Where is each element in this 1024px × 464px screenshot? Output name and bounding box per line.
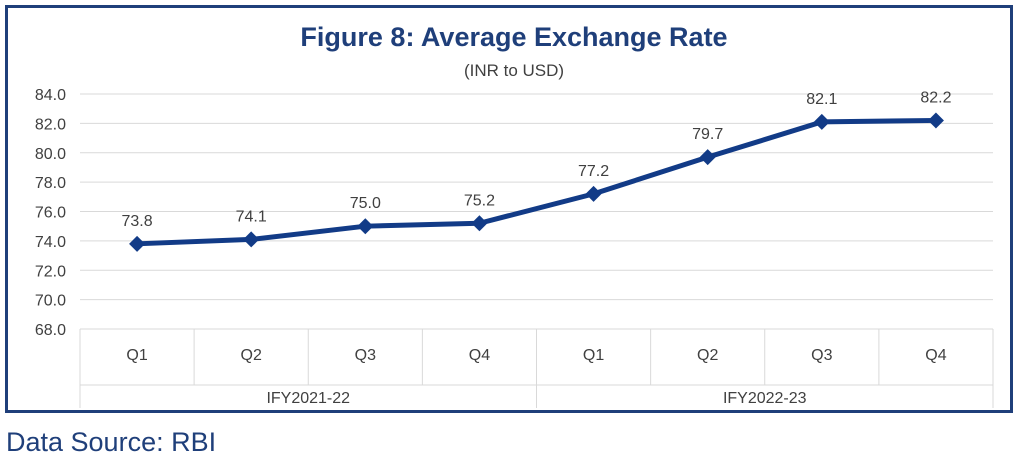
data-point-marker — [243, 231, 260, 248]
x-category-label: Q1 — [583, 347, 604, 364]
data-source-note: Data Source: RBI — [6, 427, 217, 457]
x-group-label: IFY2022-23 — [723, 390, 807, 407]
data-value-label: 82.1 — [806, 91, 837, 108]
x-category-label: Q3 — [355, 347, 376, 364]
x-category-label: Q2 — [697, 347, 718, 364]
y-tick-label: 80.0 — [35, 146, 66, 163]
y-tick-label: 84.0 — [35, 87, 66, 104]
y-tick-label: 82.0 — [35, 116, 66, 133]
data-value-label: 82.2 — [920, 89, 951, 106]
chart-frame: Figure 8: Average Exchange Rate (INR to … — [5, 5, 1013, 413]
exchange-rate-line-chart: Figure 8: Average Exchange Rate (INR to … — [35, 22, 994, 408]
data-value-label: 73.8 — [121, 213, 152, 230]
data-value-label: 75.2 — [464, 192, 495, 209]
data-point-marker — [699, 149, 716, 166]
x-category-label: Q2 — [241, 347, 262, 364]
x-group-label: IFY2021-22 — [266, 390, 350, 407]
x-category-label: Q3 — [811, 347, 832, 364]
y-tick-label: 74.0 — [35, 234, 66, 251]
y-tick-label: 70.0 — [35, 293, 66, 310]
data-point-marker — [813, 113, 830, 130]
exchange-rate-line — [134, 117, 939, 247]
y-tick-label: 76.0 — [35, 205, 66, 222]
data-point-marker — [471, 215, 488, 232]
x-category-label: Q4 — [469, 347, 490, 364]
data-value-label: 77.2 — [578, 163, 609, 180]
data-value-label: 74.1 — [236, 208, 267, 225]
chart-subtitle: (INR to USD) — [464, 61, 564, 80]
y-tick-label: 68.0 — [35, 322, 66, 339]
data-value-label: 79.7 — [692, 126, 723, 143]
y-tick-label: 78.0 — [35, 175, 66, 192]
x-category-label: Q4 — [925, 347, 946, 364]
data-point-marker — [357, 218, 374, 235]
chart-title: Figure 8: Average Exchange Rate — [300, 22, 727, 52]
y-tick-label: 72.0 — [35, 263, 66, 280]
x-category-label: Q1 — [126, 347, 147, 364]
data-point-marker — [585, 185, 602, 202]
data-point-marker — [927, 112, 944, 129]
data-value-label: 75.0 — [350, 195, 381, 212]
data-point-marker — [129, 235, 146, 252]
